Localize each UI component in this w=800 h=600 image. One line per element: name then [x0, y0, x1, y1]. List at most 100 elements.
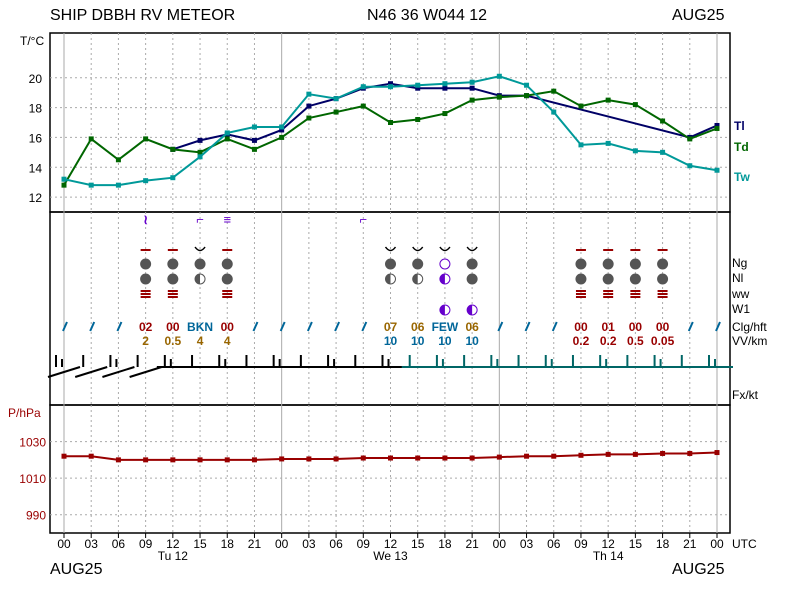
x-tick-label: 12 — [601, 537, 615, 551]
data-point-td — [115, 157, 121, 163]
data-point-tw — [170, 175, 176, 181]
pressure-point — [251, 457, 257, 463]
wind-barb — [483, 355, 516, 368]
data-point-td — [551, 88, 557, 94]
data-point-td — [251, 146, 257, 152]
pressure-point — [605, 451, 611, 457]
footer-date-right: AUG25 — [672, 561, 725, 578]
data-point-td — [578, 103, 584, 109]
visibility-value: 0.2 — [600, 334, 617, 348]
x-tick-label: 03 — [85, 537, 99, 551]
data-point-tw — [143, 178, 149, 184]
cloud-cover-nl-icon — [657, 273, 669, 285]
cloud-cover-nl-icon — [629, 273, 641, 285]
wind-barb-staff — [102, 366, 135, 378]
cloud-cover-ng-icon — [629, 258, 641, 270]
day-label: Th 14 — [593, 549, 624, 563]
x-tick-label: 03 — [302, 537, 316, 551]
sky-slash — [252, 321, 259, 332]
sky-slash — [62, 321, 68, 332]
weather-cup-icon — [412, 246, 424, 252]
wind-barb — [510, 355, 543, 368]
data-point-td — [469, 97, 475, 103]
x-tick-label: 09 — [357, 537, 371, 551]
pressure-point — [360, 455, 366, 461]
wind-barb — [456, 355, 489, 368]
pressure-tick-label: 1010 — [19, 472, 46, 486]
cloud-cover-nl-icon — [167, 273, 179, 285]
data-point-tw — [660, 149, 666, 155]
data-point-tw — [306, 91, 312, 97]
pressure-point — [660, 450, 666, 456]
data-point-tw — [197, 154, 203, 160]
data-point-td — [224, 136, 230, 142]
present-weather-symbol: ≡ — [223, 212, 231, 227]
pressure-point — [170, 457, 176, 463]
data-point-td — [61, 182, 67, 188]
sky-slash — [715, 321, 721, 332]
data-point-tl — [197, 137, 203, 143]
row-label-clg-hft: Clg/hft — [732, 320, 767, 334]
cloud-cover-ng-icon — [412, 258, 424, 270]
pressure-point — [224, 457, 230, 463]
x-tick-label: 15 — [193, 537, 207, 551]
x-tick-label: 18 — [221, 537, 235, 551]
data-point-td — [143, 136, 149, 142]
pressure-point — [551, 453, 557, 459]
weather-cup-icon — [439, 246, 451, 252]
sky-slash — [687, 321, 694, 332]
cloud-cover-ng-icon — [657, 258, 669, 270]
weather-cup-icon — [466, 246, 478, 252]
data-point-tw — [360, 84, 366, 90]
ceiling-value: 00 — [629, 320, 643, 334]
row-label-ww: ww — [731, 287, 750, 301]
present-weather-symbol: ⌐ — [359, 212, 367, 227]
day-label: We 13 — [373, 549, 408, 563]
legend-tw: Tw — [734, 170, 750, 184]
x-tick-label: 09 — [139, 537, 153, 551]
visibility-value: 4 — [197, 334, 204, 348]
data-point-tw — [61, 176, 67, 182]
pressure-point — [333, 456, 339, 462]
cloud-cover-ng-icon — [167, 258, 179, 270]
wind-barb-staff — [129, 366, 162, 378]
wind-barb — [564, 355, 597, 368]
wind-barb — [428, 355, 461, 368]
data-point-td — [496, 94, 502, 100]
data-point-tw — [279, 124, 285, 130]
visibility-value: 10 — [384, 334, 398, 348]
sky-slash — [361, 321, 368, 332]
data-point-td — [687, 136, 693, 142]
data-point-tw — [578, 142, 584, 148]
data-point-tw — [224, 130, 230, 136]
cloud-cover-nl-icon — [602, 273, 614, 285]
pressure-point — [143, 457, 149, 463]
ceiling-value: 00 — [574, 320, 588, 334]
x-tick-label: 12 — [166, 537, 180, 551]
cloud-cover-half-icon — [385, 274, 391, 284]
pressure-point — [442, 455, 448, 461]
data-point-td — [279, 134, 285, 140]
sky-slash — [306, 321, 313, 332]
cloud-cover-ng-icon — [385, 258, 396, 270]
wind-barb — [292, 355, 325, 368]
pressure-tick-label: 1030 — [19, 436, 46, 450]
data-point-tl — [469, 85, 475, 91]
pressure-point — [415, 455, 421, 461]
ceiling-value: 00 — [221, 320, 235, 334]
pressure-point — [279, 456, 285, 462]
x-tick-label: 15 — [629, 537, 643, 551]
cloud-cover-ng-icon — [466, 258, 478, 270]
ceiling-value: 01 — [601, 320, 615, 334]
data-point-td — [388, 120, 393, 125]
ceiling-value: BKN — [187, 320, 213, 334]
x-tick-label: 21 — [465, 537, 479, 551]
sky-slash — [89, 321, 96, 332]
x-tick-label: 00 — [57, 537, 71, 551]
data-point-tl — [306, 103, 312, 109]
sky-slash — [497, 321, 504, 332]
temp-tick-label: 12 — [29, 191, 43, 205]
wind-barb — [347, 355, 380, 368]
cloud-cover-ng-icon — [194, 258, 206, 270]
